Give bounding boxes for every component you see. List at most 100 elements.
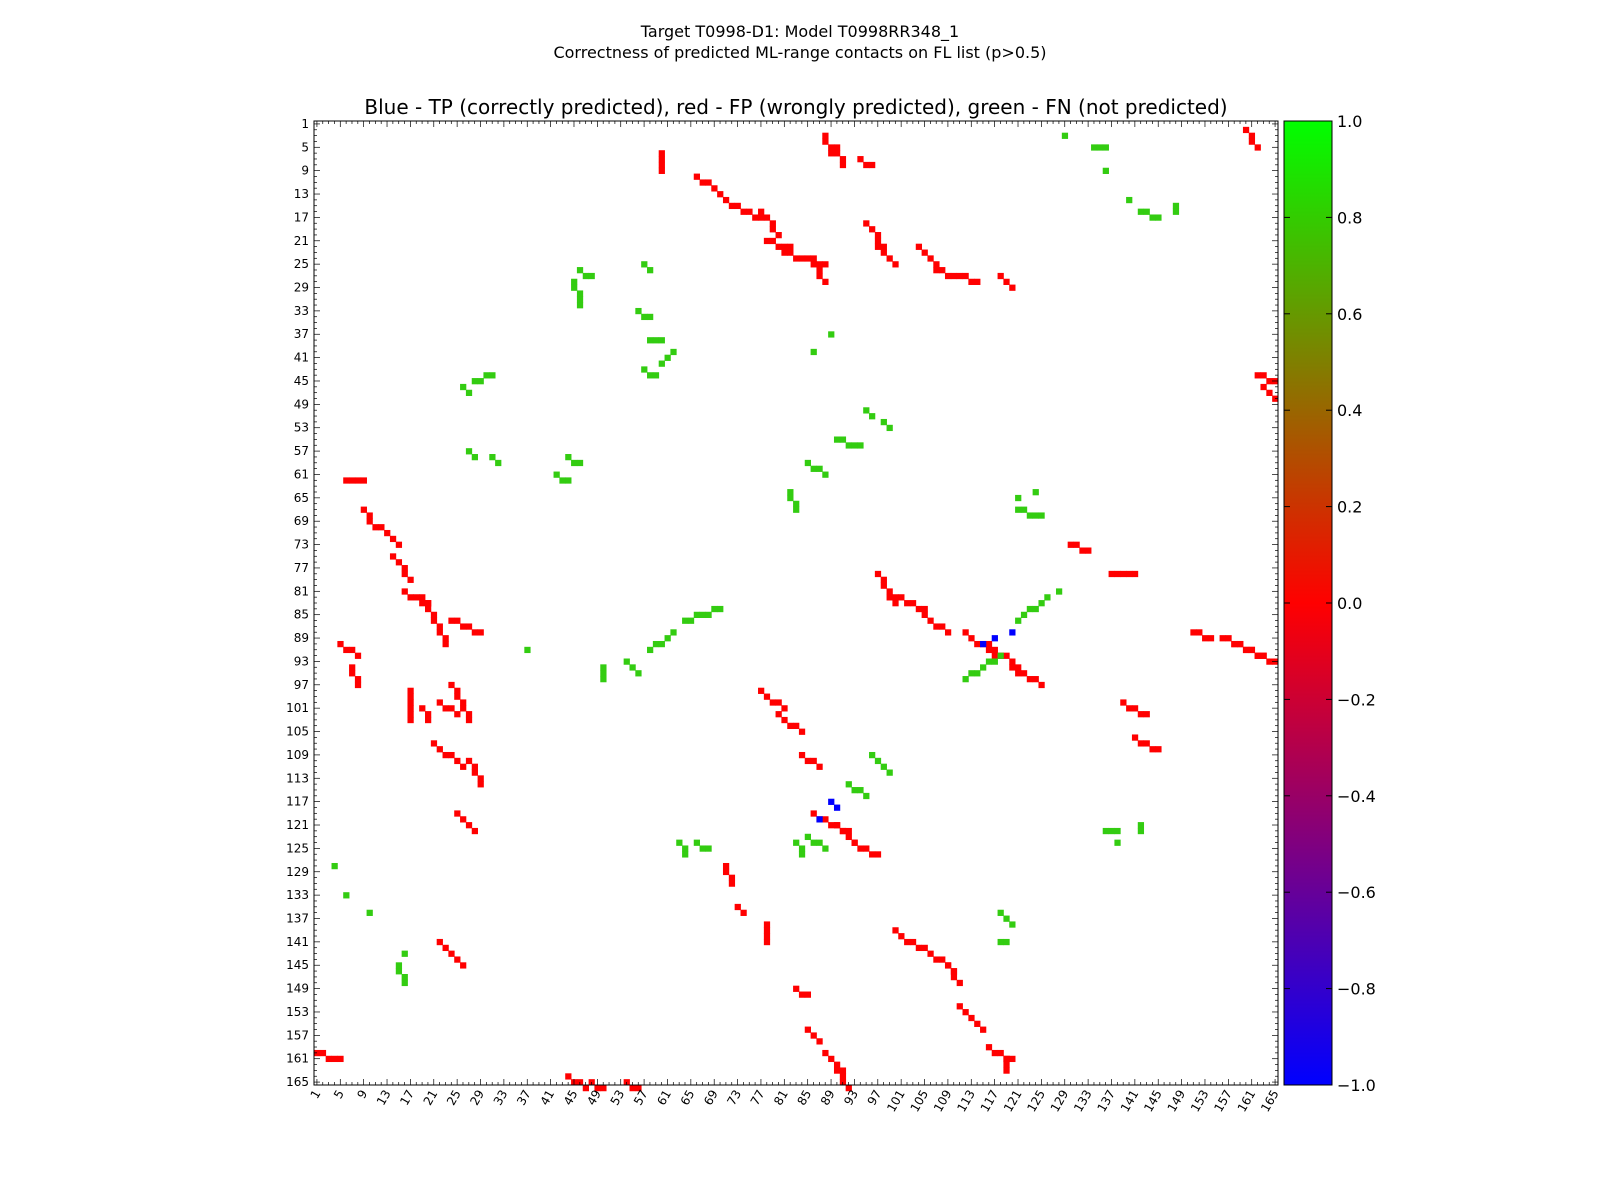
fp-contact-cell: [781, 243, 788, 250]
fp-contact-cell: [769, 699, 776, 706]
fn-contact-cell: [816, 839, 823, 846]
x-tick-label: 49: [584, 1088, 604, 1108]
fp-contact-cell: [968, 1014, 975, 1022]
fp-contact-cell: [1254, 372, 1261, 379]
fn-contact-cell: [664, 354, 671, 361]
fn-contact-cell: [1020, 611, 1028, 619]
fp-contact-cell: [769, 220, 776, 227]
fn-contact-cell: [600, 676, 607, 683]
fp-contact-cell: [863, 161, 870, 169]
fp-contact-cell: [804, 991, 812, 998]
fn-contact-cell: [629, 664, 636, 671]
fp-contact-cell: [407, 716, 414, 724]
fp-contact-cell: [734, 202, 741, 210]
fp-contact-cell: [325, 1055, 332, 1063]
fp-contact-cell: [343, 646, 350, 654]
fp-contact-cell: [968, 278, 975, 285]
fn-contact-cell: [641, 313, 648, 321]
fp-contact-cell: [454, 810, 461, 817]
fp-contact-cell: [734, 903, 741, 911]
fp-contact-cell: [1120, 699, 1127, 706]
y-tick-label: 65: [294, 491, 309, 505]
fp-contact-cell: [343, 477, 350, 484]
fp-contact-cell: [471, 763, 478, 770]
x-tick-label: 61: [654, 1088, 674, 1108]
fn-contact-cell: [798, 851, 806, 858]
fp-contact-cell: [425, 600, 432, 607]
y-tick-label: 105: [286, 725, 309, 739]
x-tick-label: 125: [1024, 1088, 1048, 1115]
fp-contact-cell: [758, 208, 765, 215]
fn-contact-cell: [693, 839, 700, 846]
fp-contact-cell: [442, 640, 449, 648]
fp-contact-cell: [442, 705, 449, 712]
fp-contact-cell: [880, 249, 887, 256]
fp-contact-cell: [1242, 126, 1250, 134]
fn-contact-cell: [582, 272, 589, 280]
fn-contact-cell: [1172, 202, 1180, 210]
fn-contact-cell: [331, 862, 338, 870]
fp-contact-cell: [974, 1020, 981, 1027]
y-tick-label: 73: [294, 538, 309, 552]
fp-contact-cell: [828, 1055, 835, 1063]
fp-contact-cell: [775, 243, 782, 250]
fp-contact-cell: [927, 255, 934, 262]
tp-contact-cell: [1009, 629, 1016, 636]
fn-contact-cell: [787, 489, 794, 496]
fp-contact-cell: [886, 255, 893, 262]
fp-contact-cell: [711, 185, 718, 192]
fp-contact-cell: [465, 623, 473, 630]
y-tick-label: 1: [301, 117, 309, 131]
fn-contact-cell: [880, 763, 887, 770]
y-tick-label: 25: [294, 257, 309, 271]
fp-contact-cell: [874, 237, 882, 245]
fp-contact-cell: [1202, 635, 1209, 642]
y-tick-label: 141: [286, 935, 309, 949]
fn-contact-cell: [863, 407, 870, 414]
y-tick-label: 157: [286, 1028, 309, 1042]
fp-contact-cell: [793, 722, 800, 730]
fn-contact-cell: [804, 833, 812, 841]
fp-contact-cell: [874, 570, 882, 578]
fp-contact-cell: [962, 629, 969, 636]
fp-contact-cell: [699, 179, 706, 186]
fp-contact-cell: [378, 524, 385, 531]
fp-contact-cell: [991, 652, 998, 659]
fn-contact-cell: [1061, 132, 1069, 139]
fp-contact-cell: [425, 716, 432, 724]
fn-contact-cell: [1015, 494, 1022, 502]
fp-contact-cell: [892, 927, 899, 934]
x-tick-label: 113: [954, 1088, 978, 1115]
fp-contact-cell: [430, 740, 438, 747]
fn-contact-cell: [1038, 512, 1045, 519]
fp-contact-cell: [781, 705, 788, 712]
fp-contact-cell: [822, 132, 829, 139]
fn-contact-cell: [682, 851, 689, 858]
fp-contact-cell: [833, 144, 841, 151]
fn-contact-cell: [869, 413, 876, 420]
y-tick-label: 89: [294, 631, 309, 645]
fp-contact-cell: [354, 681, 362, 689]
fn-contact-cell: [711, 605, 718, 613]
fp-contact-cell: [454, 693, 461, 700]
fp-contact-cell: [763, 927, 771, 934]
fp-contact-cell: [1003, 652, 1010, 659]
fp-contact-cell: [845, 827, 852, 835]
x-tick-label: 29: [467, 1088, 487, 1108]
colorbar-tick-label: 0.2: [1337, 498, 1362, 517]
fp-contact-cell: [448, 950, 455, 957]
fp-contact-cell: [763, 237, 771, 245]
fp-contact-cell: [349, 477, 356, 484]
fp-contact-cell: [582, 1085, 589, 1092]
colorbar-tick-label: 1.0: [1337, 112, 1362, 131]
fp-contact-cell: [933, 261, 940, 268]
fp-contact-cell: [915, 243, 923, 250]
fp-contact-cell: [1248, 646, 1256, 654]
y-tick-label: 109: [286, 748, 309, 762]
fn-contact-cell: [1155, 214, 1162, 221]
y-tick-label: 133: [286, 888, 309, 902]
fp-contact-cell: [781, 249, 788, 256]
fn-contact-cell: [974, 670, 981, 677]
fn-contact-cell: [798, 845, 806, 852]
fp-contact-cell: [810, 1032, 817, 1039]
